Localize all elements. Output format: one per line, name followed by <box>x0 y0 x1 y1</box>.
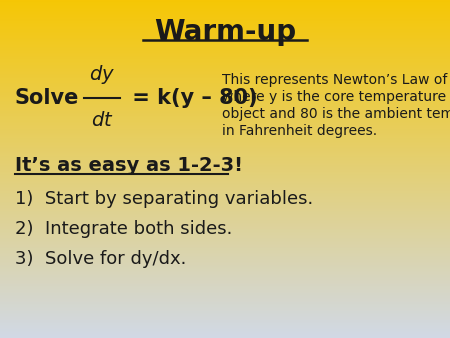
Text: $dy$: $dy$ <box>89 63 115 86</box>
Text: 2)  Integrate both sides.: 2) Integrate both sides. <box>15 220 232 238</box>
Text: where y is the core temperature of an: where y is the core temperature of an <box>222 90 450 104</box>
Text: 1)  Start by separating variables.: 1) Start by separating variables. <box>15 190 313 208</box>
Text: This represents Newton’s Law of Cooling,: This represents Newton’s Law of Cooling, <box>222 73 450 87</box>
Text: It’s as easy as 1-2-3!: It’s as easy as 1-2-3! <box>15 156 243 175</box>
Text: $dt$: $dt$ <box>91 111 113 130</box>
Text: Solve: Solve <box>15 88 79 108</box>
Text: object and 80 is the ambient temperature: object and 80 is the ambient temperature <box>222 107 450 121</box>
Text: Warm-up: Warm-up <box>154 18 296 46</box>
Text: in Fahrenheit degrees.: in Fahrenheit degrees. <box>222 124 377 138</box>
Text: 3)  Solve for dy/dx.: 3) Solve for dy/dx. <box>15 250 186 268</box>
Text: = k(y – 80): = k(y – 80) <box>125 88 257 108</box>
